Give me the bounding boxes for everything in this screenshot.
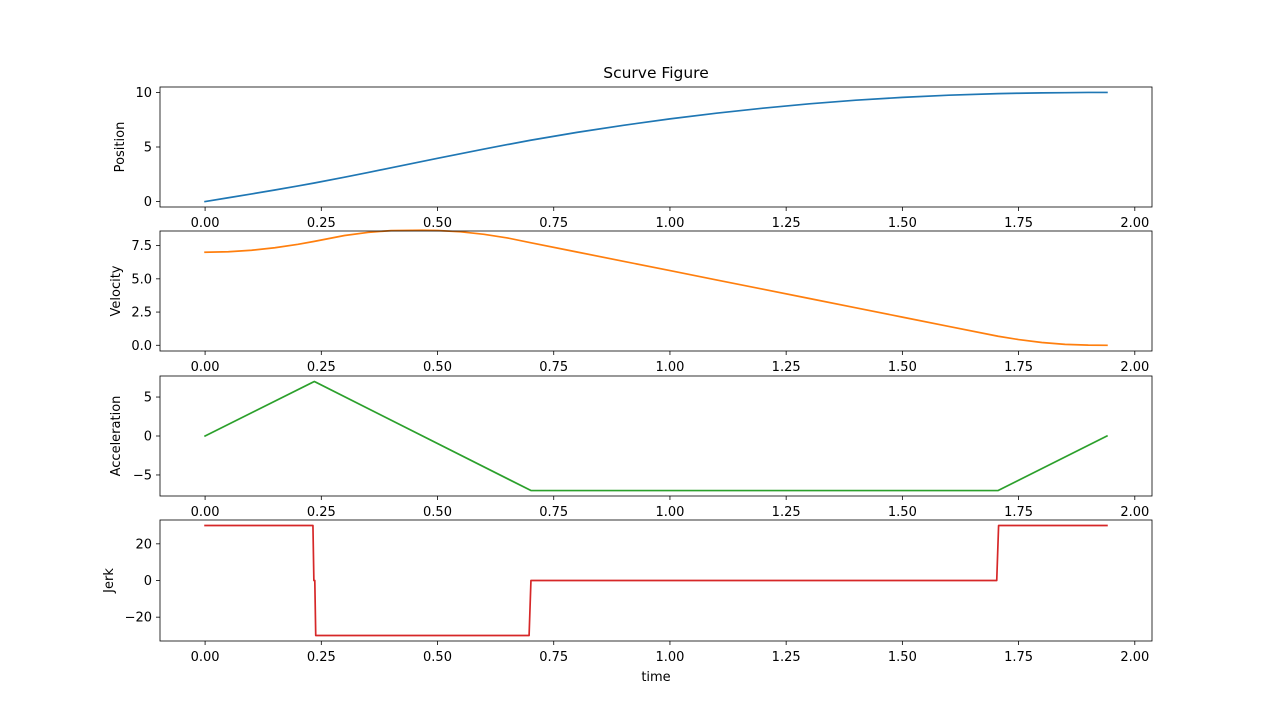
jerk-x-tick-label: 1.00 [655,650,684,665]
acceleration-x-tick-label: 2.00 [1120,505,1149,520]
acceleration-x-tick-label: 0.50 [423,505,452,520]
acceleration-x-tick-label: 1.25 [772,505,801,520]
velocity-x-tick-label: 0.50 [423,360,452,375]
chart-title: Scurve Figure [603,64,709,82]
jerk-x-tick-label: 0.25 [307,650,336,665]
velocity-x-tick-label: 1.75 [1004,360,1033,375]
velocity-x-tick-label: 1.00 [655,360,684,375]
jerk-y-tick-label: 0 [144,574,152,589]
acceleration-y-tick-label: 0 [144,430,152,445]
velocity-x-tick-label: 0.75 [539,360,568,375]
acceleration-x-tick-label: 1.00 [655,505,684,520]
jerk-x-tick-label: 1.25 [772,650,801,665]
position-x-tick-label: 1.75 [1004,216,1033,231]
position-x-tick-label: 2.00 [1120,216,1149,231]
acceleration-x-tick-label: 0.25 [307,505,336,520]
velocity-axes-frame [159,230,1153,352]
acceleration-series-line [203,380,1109,492]
velocity-y-tick-label: 0.0 [131,339,152,354]
acceleration-x-tick-label: 0.75 [539,505,568,520]
jerk-y-axis-label: Jerk [102,568,117,594]
acceleration-y-axis-label: Acceleration [109,396,124,477]
position-x-tick-label: 1.00 [655,216,684,231]
jerk-y-tick-label: 20 [135,537,152,552]
velocity-x-tick-label: 1.25 [772,360,801,375]
acceleration-subplot: 0.00 0.25 0.50 0.75 1.00 1.25 1.50 1.75 2.00 −5 0 5… [109,375,1153,520]
position-y-tick-label: 5 [144,141,152,156]
jerk-series-line [204,524,1108,637]
jerk-subplot: 0.00 0.25 0.50 0.75 1.00 1.25 1.50 1.75 2.00 −20 0… [102,519,1153,665]
position-x-tick-label: 0.75 [539,216,568,231]
velocity-subplot: 0.00 0.25 0.50 0.75 1.00 1.25 1.50 1.75 2.00 0.0 2… [109,229,1153,375]
jerk-x-tick-label: 1.50 [888,650,917,665]
acceleration-y-tick-label: 5 [144,391,152,406]
velocity-series-line [204,229,1108,347]
position-x-tick-label: 0.00 [191,216,220,231]
x-axis-label: time [641,670,670,685]
position-x-tick-label: 1.50 [888,216,917,231]
acceleration-x-tick-label: 1.50 [888,505,917,520]
acceleration-x-tick-label: 0.00 [191,505,220,520]
velocity-y-tick-label: 7.5 [131,239,152,254]
jerk-y-tick-label: −20 [125,611,152,626]
acceleration-y-tick-label: −5 [133,468,152,483]
velocity-x-tick-label: 0.00 [191,360,220,375]
acceleration-x-tick-label: 1.75 [1004,505,1033,520]
position-y-tick-label: 0 [144,195,152,210]
velocity-x-tick-label: 2.00 [1120,360,1149,375]
velocity-y-tick-label: 2.5 [131,306,152,321]
position-x-tick-label: 1.25 [772,216,801,231]
jerk-x-tick-label: 2.00 [1120,650,1149,665]
velocity-y-axis-label: Velocity [109,265,124,316]
position-y-tick-label: 10 [135,86,152,101]
jerk-x-tick-label: 0.75 [539,650,568,665]
position-series-line [204,91,1108,203]
jerk-x-tick-label: 0.00 [191,650,220,665]
velocity-x-tick-label: 1.50 [888,360,917,375]
jerk-x-tick-label: 0.50 [423,650,452,665]
subplot-panels: 0.00 0.25 0.50 0.75 1.00 1.25 1.50 1.75 2.000510… [102,86,1153,665]
position-x-tick-label: 0.25 [307,216,336,231]
jerk-x-tick-label: 1.75 [1004,650,1033,665]
velocity-y-tick-label: 5.0 [131,272,152,287]
position-x-tick-label: 0.50 [423,216,452,231]
position-subplot: 0.00 0.25 0.50 0.75 1.00 1.25 1.50 1.75 2.00 0 5 10… [113,86,1153,231]
velocity-x-tick-label: 0.25 [307,360,336,375]
position-y-axis-label: Position [113,122,128,173]
